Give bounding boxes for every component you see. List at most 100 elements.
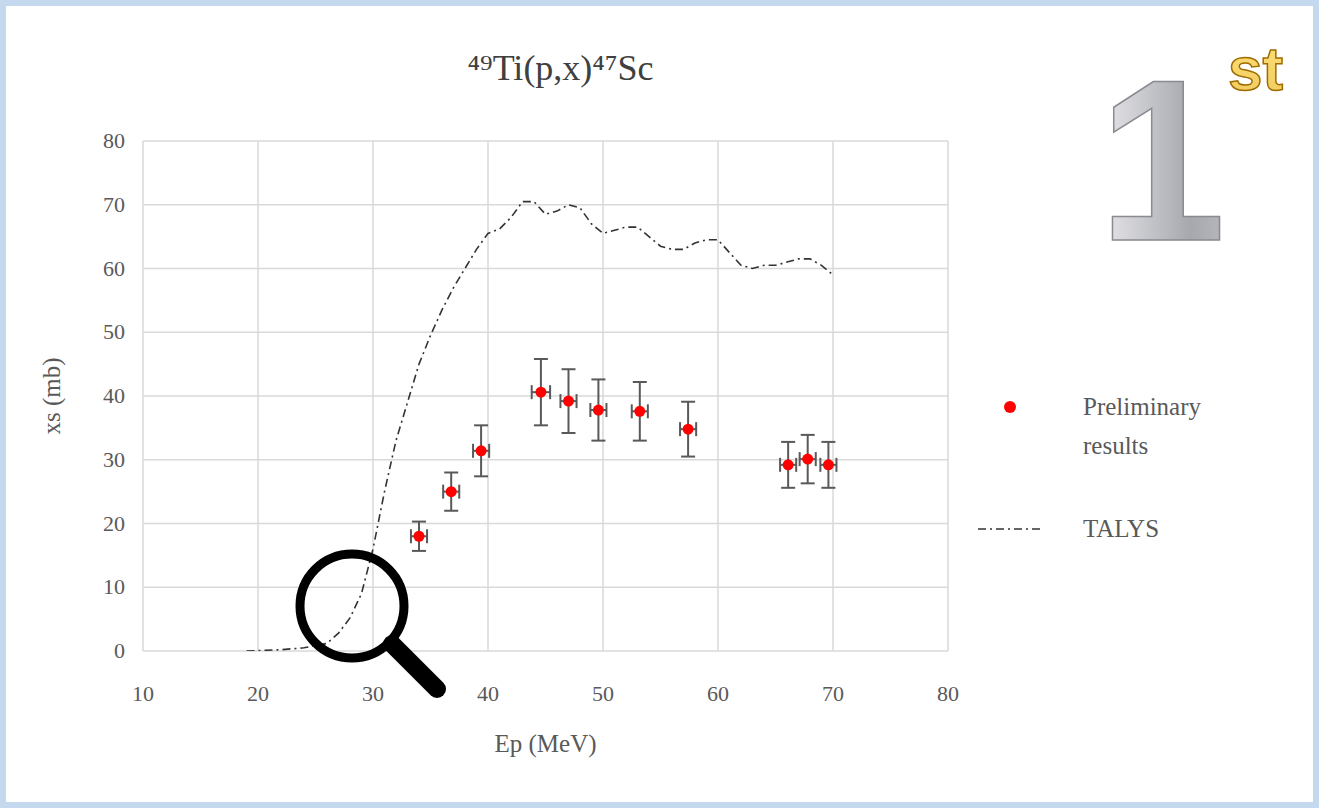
data-point (783, 459, 794, 470)
error-cap (591, 378, 605, 380)
error-cap (444, 472, 458, 474)
grid-line (487, 141, 489, 651)
plot-area (247, 202, 837, 651)
error-cap (795, 458, 797, 472)
error-cap (781, 487, 795, 489)
data-point (823, 459, 834, 470)
error-cap (681, 456, 695, 458)
y-tick-label: 30 (103, 447, 125, 472)
x-tick-label: 20 (247, 681, 269, 706)
y-tick-label: 20 (103, 511, 125, 536)
error-cap (549, 385, 551, 399)
x-tick-label: 50 (592, 681, 614, 706)
error-cap (534, 358, 548, 360)
data-point (593, 405, 604, 416)
error-cap (679, 422, 681, 436)
error-cap (815, 452, 817, 466)
error-cap (534, 424, 548, 426)
error-cap (821, 441, 835, 443)
error-cap (444, 510, 458, 512)
error-cap (801, 434, 815, 436)
data-point (683, 424, 694, 435)
y-tick-label: 0 (114, 638, 125, 663)
error-cap (779, 458, 781, 472)
grid-line (717, 141, 719, 651)
x-tick-label: 70 (822, 681, 844, 706)
error-cap (799, 452, 801, 466)
y-tick-label: 40 (103, 383, 125, 408)
x-tick-label: 30 (362, 681, 384, 706)
error-cap (819, 458, 821, 472)
x-tick-label: 80 (937, 681, 959, 706)
grid-line (947, 141, 949, 651)
chart-title: ⁴⁹Ti(p,x)⁴⁷Sc (468, 48, 654, 88)
y-tick-label: 10 (103, 574, 125, 599)
y-tick-label: 60 (103, 256, 125, 281)
grid-line (143, 268, 948, 270)
error-cap (559, 394, 561, 408)
error-cap (801, 482, 815, 484)
error-cap (412, 550, 426, 552)
grid-line (832, 141, 834, 651)
error-cap (531, 385, 533, 399)
legend-swatch (978, 528, 1040, 530)
error-cap (562, 432, 576, 434)
x-tick-label: 10 (132, 681, 154, 706)
talys-line (247, 202, 834, 651)
error-cap (474, 424, 488, 426)
grid-line (602, 141, 604, 651)
legend-line: TALYS (1083, 515, 1159, 542)
error-cap (488, 444, 490, 458)
error-cap (781, 441, 795, 443)
grid-line (143, 332, 948, 334)
error-cap (472, 444, 474, 458)
error-cap (474, 475, 488, 477)
error-cap (591, 440, 605, 442)
error-cap (633, 381, 647, 383)
grid-line (143, 204, 948, 206)
badge-suffix: st (1228, 34, 1283, 103)
y-tick-label: 50 (103, 319, 125, 344)
magnifier-handle (392, 644, 437, 689)
y-axis-title: xs (mb) (38, 357, 66, 434)
error-cap (695, 422, 697, 436)
error-cap (426, 529, 428, 543)
legend-line: Preliminary (1083, 393, 1202, 420)
x-tick-label: 40 (477, 681, 499, 706)
error-cap (562, 368, 576, 370)
x-axis-title: Ep (MeV) (494, 730, 596, 758)
error-cap (647, 404, 649, 418)
grid-line (143, 395, 948, 397)
grid-line (143, 650, 948, 652)
grid-line (143, 140, 948, 142)
grid-line (257, 141, 259, 651)
chart: 0 10 20 30 40 50 60 70 80 10 20 30 40 50 60 70 80 ⁴⁹Ti(p,… (0, 0, 1319, 808)
error-cap (681, 401, 695, 403)
data-point (414, 531, 425, 542)
badge-number: 1 (1098, 32, 1226, 289)
grid-line (143, 587, 948, 589)
data-point (563, 396, 574, 407)
error-cap (631, 404, 633, 418)
data-point (802, 454, 813, 465)
error-cap (442, 485, 444, 499)
grid-line (142, 141, 144, 651)
y-tick-label: 70 (103, 192, 125, 217)
y-tick-label: 80 (103, 128, 125, 153)
data-point (634, 406, 645, 417)
data-point (446, 486, 457, 497)
x-tick-label: 60 (707, 681, 729, 706)
error-cap (835, 458, 837, 472)
badge: 1st (1098, 32, 1283, 289)
legend-label: Preliminary results (1083, 393, 1202, 459)
grid-line (372, 141, 374, 651)
error-cap (412, 521, 426, 523)
legend-line: results (1083, 432, 1148, 459)
error-cap (633, 440, 647, 442)
error-cap (589, 403, 591, 417)
grid-line (143, 523, 948, 525)
error-cap (576, 394, 578, 408)
error-cap (605, 403, 607, 417)
error-cap (821, 487, 835, 489)
legend-swatch (1004, 401, 1016, 413)
